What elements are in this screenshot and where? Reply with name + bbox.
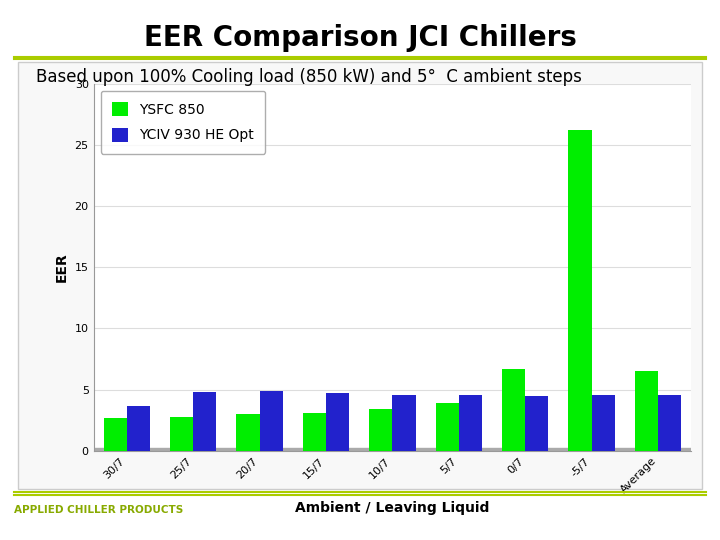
Bar [658,395,681,451]
Bar [127,406,150,451]
Text: Based upon 100% Cooling load (850 kW) and 5°  C ambient steps: Based upon 100% Cooling load (850 kW) an… [36,68,582,85]
Bar [392,395,415,451]
Text: APPLIED CHILLER PRODUCTS: APPLIED CHILLER PRODUCTS [14,505,184,515]
Bar [635,372,658,451]
Bar [369,409,392,451]
Text: EER Comparison JCI Chillers: EER Comparison JCI Chillers [143,24,577,52]
Bar [104,418,127,451]
Bar [525,396,549,451]
Bar [568,130,592,451]
Bar [170,417,193,451]
Bar [436,403,459,451]
Bar [592,395,615,451]
Bar [236,414,260,451]
Bar [459,395,482,451]
Bar [326,393,349,451]
Bar [94,448,691,451]
X-axis label: Ambient / Leaving Liquid: Ambient / Leaving Liquid [295,501,490,515]
Legend: YSFC 850, YCIV 930 HE Opt: YSFC 850, YCIV 930 HE Opt [101,91,265,153]
Bar [260,391,283,451]
Y-axis label: EER: EER [55,252,69,282]
Bar [193,392,217,451]
Bar [502,369,525,451]
Bar [302,413,326,451]
